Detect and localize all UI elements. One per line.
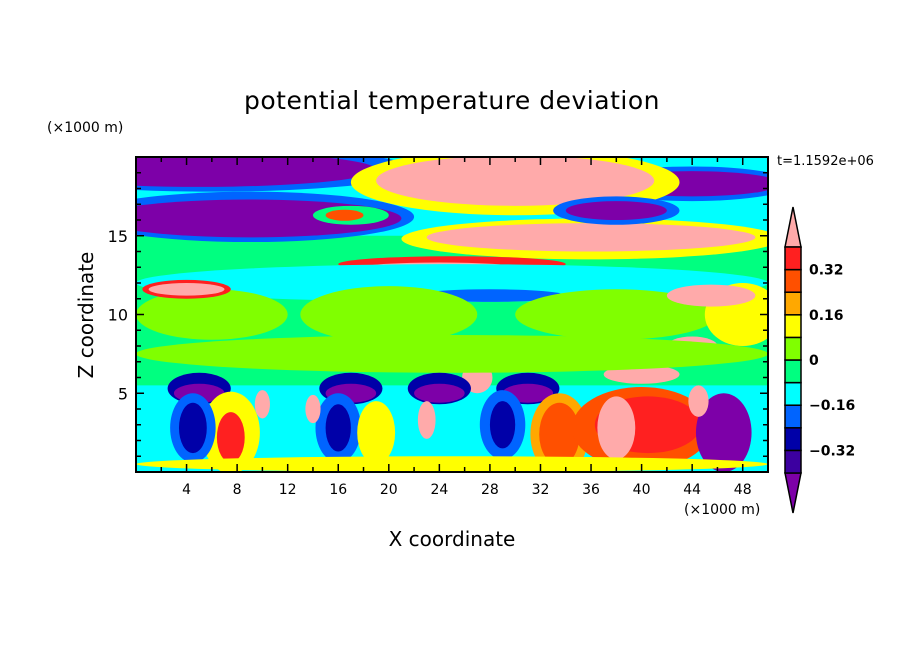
contour-region <box>695 393 752 472</box>
contour-region <box>325 404 351 452</box>
x-tick-label: 24 <box>430 482 448 498</box>
x-unit-label: (×1000 m) <box>684 502 761 518</box>
contour-region <box>136 456 768 472</box>
colorbar-label: −0.16 <box>809 398 855 414</box>
contour-region <box>305 394 321 424</box>
x-tick-label: 44 <box>683 482 701 498</box>
contour-region <box>136 157 377 187</box>
contour-region <box>325 209 364 221</box>
y-tick-label: 5 <box>118 384 128 403</box>
colorbar-segment <box>784 359 802 384</box>
colorbar-segment <box>784 381 802 406</box>
contour-region <box>148 283 225 296</box>
contour-field <box>136 157 768 472</box>
contour-region <box>666 284 756 307</box>
contour-region <box>565 201 667 220</box>
y-tick-label: 15 <box>108 227 128 246</box>
contour-region <box>254 390 270 419</box>
contour-region <box>597 396 636 460</box>
time-label: t=1.1592e+06 <box>777 154 874 169</box>
colorbar-extend-max <box>784 206 802 248</box>
colorbar-segment <box>784 336 802 361</box>
contour-region <box>489 401 516 449</box>
contour-region <box>417 401 436 439</box>
colorbar-extend-min <box>784 472 802 514</box>
contour-region <box>426 223 756 252</box>
colorbar-segment <box>784 291 802 316</box>
x-tick-label: 16 <box>329 482 347 498</box>
contour-region <box>216 412 245 463</box>
y-tick-label: 10 <box>108 306 128 325</box>
x-tick-label: 40 <box>633 482 651 498</box>
x-tick-label: 12 <box>279 482 297 498</box>
colorbar-label: 0.16 <box>809 308 844 324</box>
contour-region <box>136 289 288 340</box>
colorbar-label: 0 <box>809 353 819 369</box>
colorbar-label: 0.32 <box>809 263 844 279</box>
contour-region <box>300 286 478 343</box>
colorbar-segment <box>784 268 802 293</box>
x-axis-label: X coordinate <box>388 527 516 551</box>
contour-region <box>414 383 465 403</box>
colorbar-segment <box>784 427 802 452</box>
x-tick-label: 32 <box>532 482 550 498</box>
colorbar-segment <box>784 246 802 271</box>
x-tick-label: 36 <box>582 482 600 498</box>
contour-region <box>136 334 768 373</box>
colorbar-segment <box>784 449 802 474</box>
colorbar-segment <box>784 404 802 429</box>
contour-region <box>376 157 655 206</box>
contour-region <box>688 385 709 417</box>
colorbar-label: −0.32 <box>809 443 855 459</box>
chart-title: potential temperature deviation <box>244 86 660 115</box>
colorbar-segment <box>784 314 802 339</box>
x-tick-label: 28 <box>481 482 499 498</box>
contour-region <box>357 401 396 465</box>
colorbar: 0.32 0.16 0 −0.16 −0.32 <box>784 206 855 514</box>
contour-region <box>178 402 207 454</box>
x-tick-label: 8 <box>233 482 242 498</box>
x-tick-label: 4 <box>182 482 191 498</box>
x-tick-label: 20 <box>380 482 398 498</box>
contour-region <box>539 402 580 466</box>
contour-region <box>515 289 718 340</box>
x-tick-label: 48 <box>734 482 752 498</box>
y-unit-label: (×1000 m) <box>47 120 124 136</box>
